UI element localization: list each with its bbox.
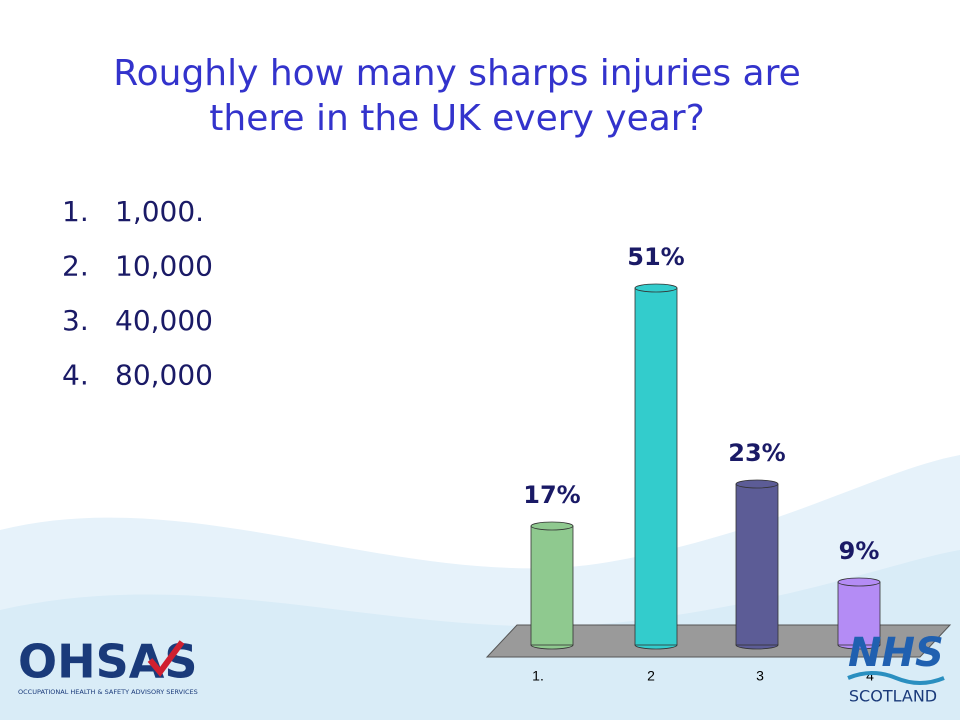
title-line: Roughly how many sharps injuries are [113, 53, 801, 94]
title-line: there in the UK every year? [209, 98, 704, 139]
bar [634, 287, 678, 646]
nhs-wave [847, 671, 945, 685]
list-number: 3. [62, 304, 89, 337]
ohsas-tick [147, 640, 185, 677]
value-label: 17% [523, 481, 580, 509]
chart-floor [485, 624, 952, 658]
bar [735, 483, 779, 646]
list-number: 1. [62, 195, 89, 228]
x-tick-label: 1. [532, 668, 544, 684]
x-tick-label: 2 [647, 668, 655, 684]
nhs-logo: NHS [848, 630, 944, 676]
bar [530, 525, 574, 646]
answer-list: 1. 1,000. 2. 10,000 3. 40,000 4. 80,000 [62, 195, 213, 392]
list-item: 1,000. [115, 195, 204, 228]
list-number: 2. [62, 250, 89, 283]
bar-top [837, 577, 881, 587]
background-wave [0, 550, 960, 720]
list-item: 10,000 [115, 250, 213, 283]
x-tick-label: 3 [756, 668, 764, 684]
bar-top [735, 479, 779, 489]
x-tick-label: 4 [866, 668, 874, 684]
value-label: 9% [839, 537, 880, 565]
bar-top [530, 521, 574, 531]
list-number: 4. [62, 359, 89, 392]
bar [837, 581, 881, 646]
value-label: 51% [627, 243, 684, 271]
bar-top [634, 283, 678, 293]
ohsas-caption: OCCUPATIONAL HEALTH & SAFETY ADVISORY SE… [18, 688, 198, 696]
chart: 17% 1. 51% 2 23% 3 9% 4 [523, 243, 881, 684]
list-item: 40,000 [115, 304, 213, 337]
list-item: 80,000 [115, 359, 213, 392]
value-label: 23% [728, 439, 785, 467]
nhs-caption: SCOTLAND [849, 687, 937, 706]
